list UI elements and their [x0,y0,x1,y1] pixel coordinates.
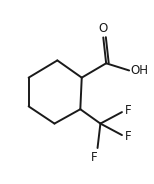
Text: F: F [91,151,98,164]
Text: F: F [125,104,132,117]
Text: F: F [125,130,132,143]
Text: O: O [99,22,108,35]
Text: OH: OH [131,64,149,77]
